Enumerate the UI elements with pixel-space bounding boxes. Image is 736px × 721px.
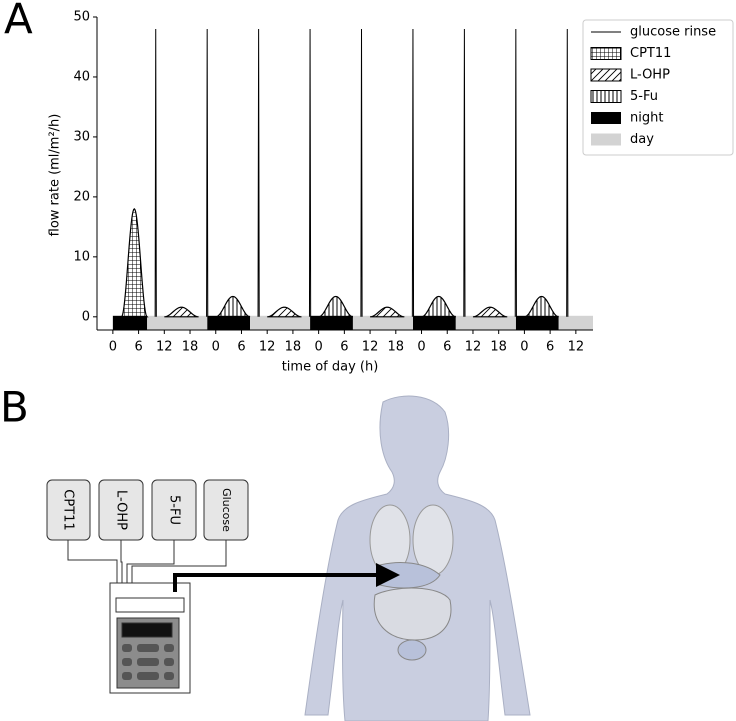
panel-label: A	[4, 0, 33, 44]
rinse-spike	[566, 28, 569, 317]
x-tick-label: 12	[362, 340, 379, 355]
rinse-spike	[411, 28, 415, 317]
x-tick-label: 0	[417, 340, 425, 355]
x-axis-label: time of day (h)	[282, 360, 379, 375]
x-tick-label: 6	[134, 340, 142, 355]
panel-label: B	[0, 383, 29, 432]
infusion-curve	[120, 208, 149, 318]
reservoir	[98, 479, 144, 541]
legend-swatch	[590, 68, 622, 82]
infusion-curve	[318, 295, 354, 318]
x-tick-label: 18	[285, 340, 302, 355]
y-tick-label: 30	[73, 129, 90, 144]
y-tick-label: 0	[82, 309, 90, 324]
rinse-spike	[257, 28, 260, 317]
day-band	[352, 315, 413, 330]
legend-label: night	[630, 111, 663, 126]
infusion-diagram	[46, 479, 249, 694]
infusion-curve	[267, 306, 302, 318]
reservoir-label: 5-FU	[167, 495, 182, 525]
legend-swatch	[591, 133, 621, 146]
pump-screen	[121, 622, 173, 638]
infusion-arrow	[173, 563, 400, 592]
x-tick-label: 0	[109, 340, 117, 355]
y-tick-label: 10	[73, 249, 90, 264]
infusion-curve	[421, 295, 456, 318]
x-tick-label: 12	[568, 340, 585, 355]
legend-label: glucose rinse	[630, 25, 716, 40]
x-tick-label: 18	[182, 340, 199, 355]
reservoir-label: Glucose	[220, 488, 233, 532]
infusion-curve	[524, 295, 559, 318]
infusion-curve	[215, 295, 251, 318]
night-band	[112, 315, 148, 330]
x-tick-label: 12	[156, 340, 173, 355]
y-tick-label: 20	[73, 189, 90, 204]
infusion-curve	[472, 306, 508, 318]
rinse-spike	[463, 28, 466, 317]
day-band	[455, 315, 516, 330]
reservoir-label: CPT11	[61, 489, 76, 530]
rinse-spike	[360, 28, 363, 317]
rinse-spike	[514, 28, 517, 317]
legend-swatch	[590, 90, 622, 103]
reservoir	[203, 479, 249, 541]
x-tick-label: 0	[520, 340, 528, 355]
x-tick-label: 18	[388, 340, 405, 355]
rinse-spike	[154, 28, 157, 317]
legend-label: day	[630, 132, 654, 147]
night-band	[515, 315, 559, 330]
y-axis-label: flow rate (ml/m²/h)	[48, 114, 63, 237]
reservoir	[151, 479, 197, 541]
chart: 0 10 20 30 40 50 0 6 12 18 0 6 12 18 0 6 12 18 0 6 12 18 0 6 12 g…	[73, 10, 734, 355]
x-tick-label: 6	[443, 340, 451, 355]
x-tick-label: 12	[259, 340, 276, 355]
rinse-spike	[206, 28, 209, 317]
night-band	[310, 315, 353, 330]
legend-label: L-OHP	[630, 68, 670, 83]
rinse-spike	[308, 28, 312, 317]
y-tick-label: 50	[73, 10, 90, 25]
reservoir	[46, 479, 91, 541]
tubing	[67, 540, 227, 583]
night-band	[412, 315, 456, 330]
x-tick-label: 18	[490, 340, 507, 355]
x-tick-label: 12	[465, 340, 482, 355]
legend-label: CPT11	[630, 46, 671, 61]
infusion-curve	[370, 306, 405, 318]
pump-slot	[115, 597, 185, 613]
day-band	[250, 315, 311, 330]
x-tick-label: 0	[212, 340, 220, 355]
legend-swatch	[591, 112, 621, 124]
human-body	[304, 395, 531, 721]
x-tick-label: 6	[546, 340, 554, 355]
day-band	[558, 315, 593, 330]
y-tick-label: 40	[73, 69, 90, 84]
x-tick-label: 6	[340, 340, 348, 355]
x-tick-label: 6	[237, 340, 245, 355]
x-tick-label: 0	[314, 340, 322, 355]
pump-buttons	[122, 644, 174, 680]
legend-label: 5-Fu	[630, 89, 658, 104]
day-band	[147, 315, 208, 330]
legend-swatch	[590, 47, 622, 60]
infusion-curve	[164, 306, 199, 318]
night-band	[207, 315, 251, 330]
reservoir-label: L-OHP	[114, 490, 129, 530]
